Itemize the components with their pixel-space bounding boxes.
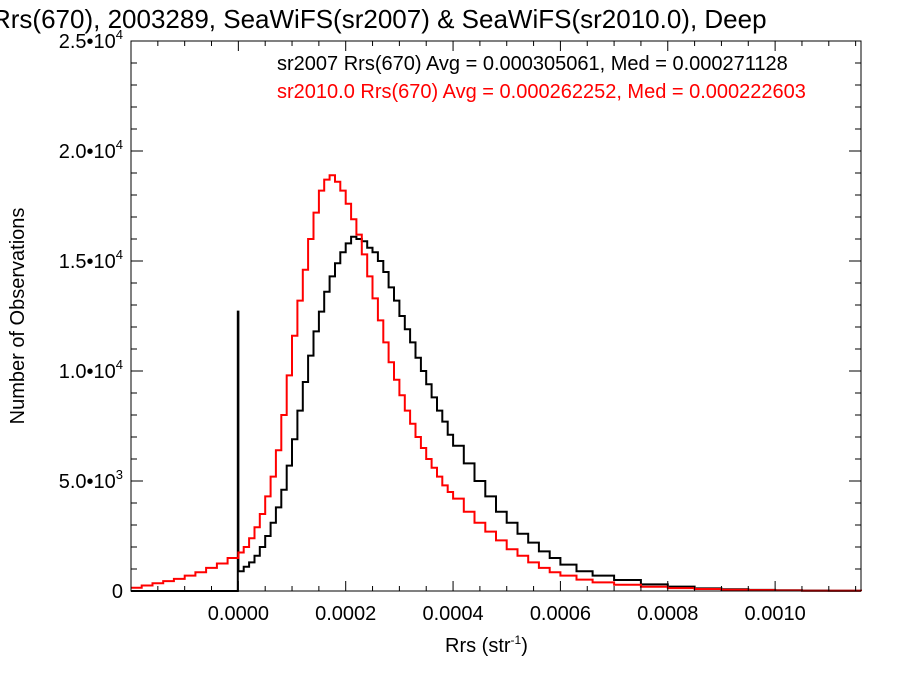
series-line-1 <box>131 174 862 592</box>
x-tick-label: 0.0000 <box>208 603 269 625</box>
stats-annotation-0: sr2007 Rrs(670) Avg = 0.000305061, Med =… <box>277 53 788 75</box>
series-layer <box>131 174 862 592</box>
stats-annotations: sr2007 Rrs(670) Avg = 0.000305061, Med =… <box>277 53 806 103</box>
x-tick-label: 0.0008 <box>637 603 698 625</box>
x-axis-label-main: Rrs (str <box>445 635 511 657</box>
y-tick-label: 2.5•104 <box>59 27 123 53</box>
x-axis-ticks: 0.0000 0.0002 0.0004 0.0006 0.0008 0.0010 <box>157 41 857 625</box>
x-tick-label: 0.0002 <box>315 603 376 625</box>
stats-annotation-1: sr2010.0 Rrs(670) Avg = 0.000262252, Med… <box>277 81 806 103</box>
series-line-0 <box>131 235 862 592</box>
x-axis-label: Rrs (str-1) <box>445 633 528 657</box>
x-axis-label-sup: -1 <box>511 633 522 647</box>
plot-frame <box>130 40 862 592</box>
y-axis-ticks: 0 5.0•103 1.0•104 1.5•104 2.0•104 2.5•104 <box>59 27 861 603</box>
y-tick-label: 2.0•104 <box>59 137 123 163</box>
y-axis-label: Number of Observations <box>7 208 29 425</box>
y-tick-label: 1.5•104 <box>59 247 123 273</box>
y-tick-label: 1.0•104 <box>59 357 123 383</box>
y-tick-label: 0 <box>112 581 123 603</box>
y-tick-label: 5.0•103 <box>59 467 123 493</box>
x-tick-label: 0.0004 <box>422 603 483 625</box>
x-tick-label: 0.0010 <box>745 603 806 625</box>
x-axis-label-close: ) <box>521 635 528 657</box>
chart-title: Rrs(670), 2003289, SeaWiFS(sr2007) & Sea… <box>0 4 767 34</box>
x-tick-label: 0.0006 <box>530 603 591 625</box>
